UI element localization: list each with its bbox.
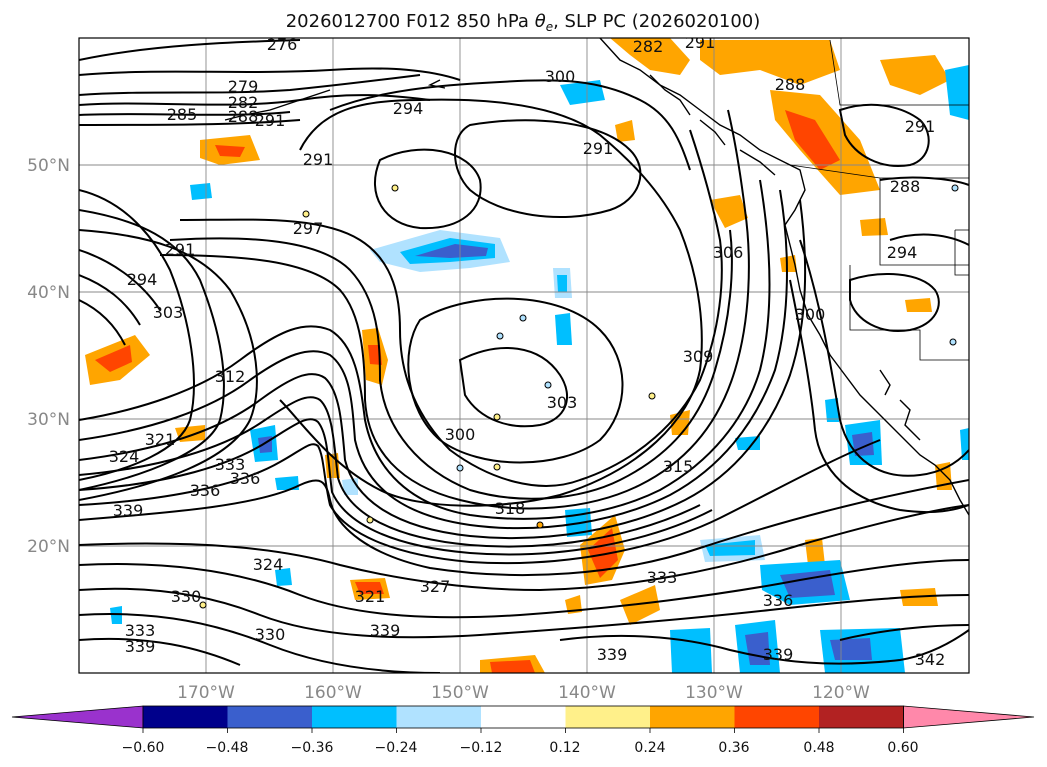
contour-label: 321	[145, 430, 176, 449]
contour-label: 339	[370, 621, 401, 640]
contour-label: 309	[683, 347, 714, 366]
lon-label-160w: 160°W	[304, 683, 362, 703]
lon-label-170w: 170°W	[177, 683, 235, 703]
contour-label: 336	[763, 591, 794, 610]
contour-label: 330	[255, 625, 286, 644]
colorbar-extend-high	[903, 705, 1035, 729]
contour-label: 282	[228, 93, 259, 112]
colorbar	[11, 705, 1035, 733]
contour-labels: 276 279 282 285 288 291 294 297 300 303 …	[109, 33, 946, 669]
coastlines	[224, 38, 969, 516]
contour-label: 330	[171, 587, 202, 606]
contour-label: 294	[127, 270, 158, 289]
contour-label: 339	[597, 645, 628, 664]
lon-label-130w: 130°W	[685, 683, 743, 703]
colorbar-segment	[396, 706, 482, 728]
contour-label: 291	[165, 240, 196, 259]
contour-label: 288	[775, 75, 806, 94]
contour-label: 294	[887, 243, 918, 262]
colorbar-tick-label: −0.12	[460, 740, 503, 756]
contour-label: 291	[583, 139, 614, 158]
contour-label: 288	[228, 107, 259, 126]
lon-label-150w: 150°W	[431, 683, 489, 703]
contour-label: 285	[167, 105, 198, 124]
lat-label-40: 40°N	[27, 283, 70, 303]
colorbar-tick-label: 0.36	[718, 740, 749, 756]
colorbar-segment	[565, 706, 651, 728]
contour-label: 324	[253, 555, 284, 574]
contour-label: 300	[545, 67, 576, 86]
colorbar-labels: −0.60 −0.48 −0.36 −0.24 −0.12 0.12 0.24 …	[122, 740, 919, 756]
colorbar-tick-label: −0.24	[375, 740, 418, 756]
colorbar-tick-label: −0.36	[291, 740, 334, 756]
lon-label-120w: 120°W	[812, 683, 870, 703]
colorbar-segment	[312, 706, 397, 728]
lon-label-140w: 140°W	[558, 683, 616, 703]
contour-label: 303	[153, 303, 184, 322]
colorbar-tick-label: −0.60	[122, 740, 165, 756]
colorbar-segment	[143, 706, 228, 728]
longitude-labels: 170°W 160°W 150°W 140°W 130°W 120°W	[177, 683, 870, 703]
colorbar-segment	[481, 706, 566, 728]
small-features	[199, 184, 959, 609]
contour-label: 282	[633, 37, 664, 56]
contour-label: 324	[109, 447, 140, 466]
contour-label: 315	[663, 457, 694, 476]
contour-label: 306	[713, 243, 744, 262]
colorbar-tick-label: 0.48	[803, 740, 834, 756]
colorbar-tick-label: −0.48	[206, 740, 249, 756]
contour-label: 300	[795, 305, 826, 324]
positive-anomaly-shading	[85, 38, 952, 673]
contour-label: 336	[230, 469, 261, 488]
contour-label: 336	[190, 481, 221, 500]
colorbar-tick-label: 0.60	[887, 740, 918, 756]
contour-label: 303	[547, 393, 578, 412]
contour-label: 327	[420, 577, 451, 596]
political-borders	[789, 39, 969, 361]
colorbar-segment	[227, 706, 313, 728]
contour-label: 339	[113, 501, 144, 520]
lat-label-30: 30°N	[27, 410, 70, 430]
contour-label: 318	[495, 499, 526, 518]
contour-label: 294	[393, 99, 424, 118]
contour-label: 339	[125, 637, 156, 656]
contour-label: 276	[267, 35, 298, 54]
contour-label: 333	[125, 621, 156, 640]
contour-label: 291	[255, 111, 286, 130]
map-title: 2026012700 F012 850 hPa θe, SLP PC (2026…	[286, 11, 761, 34]
contour-label: 288	[890, 177, 921, 196]
colorbar-segment	[734, 706, 820, 728]
colorbar-tick-label: 0.24	[634, 740, 665, 756]
map-area: 276 279 282 285 288 291 294 297 300 303 …	[79, 33, 969, 673]
contour-label: 291	[685, 33, 716, 52]
contour-label: 297	[293, 219, 324, 238]
colorbar-tick-label: 0.12	[549, 740, 580, 756]
theta-e-contours	[79, 39, 969, 673]
map-frame	[78, 37, 970, 674]
colorbar-segment	[650, 706, 735, 728]
colorbar-extend-low	[11, 705, 144, 729]
contour-label: 312	[215, 367, 246, 386]
contour-label: 333	[647, 568, 678, 587]
contour-label: 300	[445, 425, 476, 444]
contour-label: 339	[763, 645, 794, 664]
contour-label: 291	[905, 117, 936, 136]
colorbar-segment	[819, 706, 904, 728]
colorbar-outline	[142, 705, 904, 729]
contour-label: 279	[228, 77, 259, 96]
contour-label: 291	[303, 150, 334, 169]
latitude-labels: 50°N 40°N 30°N 20°N	[27, 156, 70, 557]
contour-label: 321	[355, 587, 386, 606]
lat-label-20: 20°N	[27, 537, 70, 557]
lat-label-50: 50°N	[27, 156, 70, 176]
contour-label: 342	[915, 650, 946, 669]
contour-label: 333	[215, 455, 246, 474]
